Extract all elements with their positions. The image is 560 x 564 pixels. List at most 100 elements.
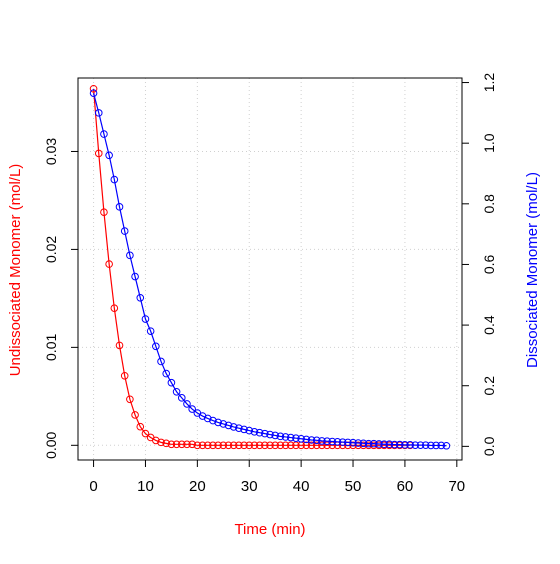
data-point (437, 441, 446, 450)
data-point (126, 395, 134, 404)
data-point (421, 441, 430, 449)
data-point (152, 342, 160, 351)
data-point (188, 440, 196, 449)
data-point (219, 420, 228, 428)
data-point (188, 405, 196, 413)
data-point (177, 394, 186, 402)
data-point (100, 130, 108, 138)
data-point (141, 429, 150, 438)
data-point (131, 272, 139, 281)
data-point (94, 109, 103, 117)
data-point (323, 441, 331, 450)
x-tick-label: 0 (89, 478, 97, 495)
data-point (214, 441, 222, 450)
y-right-tick-label: 0.6 (481, 255, 497, 275)
data-point (183, 400, 191, 408)
data-point (255, 441, 264, 450)
data-point (203, 441, 212, 450)
data-point (297, 434, 305, 443)
y-right-tick-label: 0.0 (481, 436, 497, 456)
data-point (286, 441, 295, 450)
data-point (214, 418, 222, 427)
data-point (292, 434, 300, 442)
data-point (380, 440, 388, 449)
x-tick-label: 70 (448, 478, 465, 495)
y-right-tick-label: 1.0 (481, 133, 497, 153)
data-point (416, 441, 425, 449)
data-point (276, 432, 285, 441)
data-point (390, 440, 399, 449)
data-point (354, 439, 363, 447)
data-point (266, 441, 274, 450)
x-tick-label: 20 (189, 478, 206, 495)
data-point (235, 441, 243, 450)
y-left-tick-label: 0.03 (43, 138, 59, 165)
data-point (250, 428, 259, 436)
data-point (141, 315, 150, 323)
data-point (323, 437, 331, 446)
series-dissociated (89, 89, 451, 450)
x-tick-label: 30 (241, 478, 258, 495)
y-left-tick-label: 0.00 (43, 431, 59, 458)
data-point (245, 441, 254, 450)
data-point (312, 441, 321, 450)
y-right-tick-label: 1.2 (481, 73, 497, 93)
data-point (432, 441, 440, 450)
data-point (152, 436, 160, 445)
data-point (266, 430, 274, 439)
data-point (276, 441, 285, 450)
data-point (203, 414, 212, 423)
data-point (344, 438, 352, 447)
data-point (162, 369, 171, 378)
data-point (240, 441, 248, 450)
data-point (411, 441, 420, 449)
data-point (401, 441, 409, 449)
data-point (209, 416, 217, 425)
data-point (224, 421, 233, 430)
data-point (328, 437, 337, 446)
data-point (318, 437, 326, 445)
data-point (177, 440, 186, 449)
data-point (442, 441, 451, 450)
x-axis-label: Time (min) (234, 521, 305, 538)
data-point (261, 441, 269, 450)
data-point (261, 429, 269, 438)
data-point (120, 371, 129, 380)
data-point (110, 175, 119, 184)
data-point (255, 428, 264, 437)
data-point (240, 425, 248, 434)
data-point (167, 378, 176, 387)
data-point (271, 441, 279, 450)
data-point (286, 433, 295, 442)
data-point (369, 439, 378, 448)
data-point (193, 441, 202, 450)
data-point (318, 441, 326, 450)
data-point (229, 423, 238, 431)
data-point (302, 435, 311, 444)
x-tick-label: 50 (345, 478, 362, 495)
y-right-tick-label: 0.4 (481, 315, 497, 335)
data-point (136, 422, 145, 431)
data-point (131, 411, 139, 419)
axes-layer: 0 10 20 30 40 50 60 70 0.00 0.01 0.02 0.03 0.0 0.2 0.4… (43, 73, 497, 495)
data-point (219, 441, 228, 450)
data-point (375, 440, 383, 448)
data-point (105, 260, 113, 268)
series-layer (89, 84, 451, 450)
data-point (126, 251, 134, 260)
series-line (92, 93, 447, 447)
data-point (395, 440, 404, 449)
data-point (292, 441, 300, 450)
data-point (224, 441, 233, 450)
data-point (302, 441, 311, 450)
data-point (235, 424, 243, 432)
y-left-tick-label: 0.01 (43, 334, 59, 361)
data-point (271, 431, 279, 440)
x-tick-label: 10 (137, 478, 154, 495)
data-point (136, 294, 145, 302)
grid-layer (78, 78, 462, 460)
data-point (100, 208, 108, 216)
data-point (349, 438, 357, 447)
series-line (92, 88, 411, 446)
